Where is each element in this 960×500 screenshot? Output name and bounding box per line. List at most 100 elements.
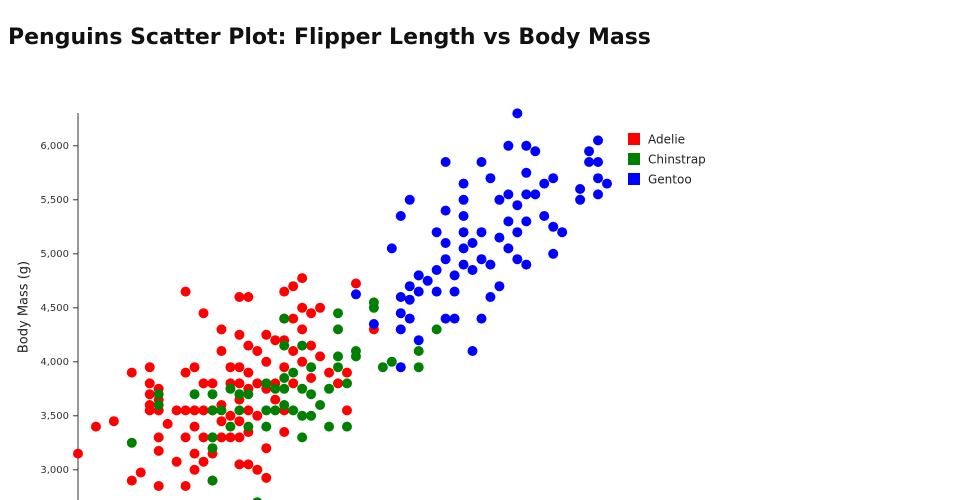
data-point [593, 135, 604, 146]
y-tick-label: 5,000 [40, 249, 69, 260]
legend-label: Chinstrap [648, 153, 706, 167]
data-point [413, 286, 424, 297]
data-point [216, 324, 227, 335]
data-point [449, 270, 460, 281]
data-point [297, 324, 308, 335]
data-point [126, 367, 137, 378]
data-point [333, 378, 344, 389]
data-point [180, 367, 191, 378]
data-point [288, 367, 299, 378]
data-point [180, 405, 191, 416]
data-point [440, 254, 451, 265]
data-point [404, 313, 415, 324]
data-point [395, 308, 406, 319]
data-point [386, 356, 397, 367]
data-point [279, 313, 290, 324]
data-point [243, 389, 254, 400]
data-point [557, 227, 568, 238]
data-point [252, 346, 263, 356]
data-point [539, 211, 550, 221]
data-point [413, 346, 424, 356]
data-point [458, 178, 469, 189]
legend-label: Adelie [648, 133, 685, 147]
data-point [243, 405, 254, 416]
data-point [368, 319, 379, 329]
data-point [395, 211, 406, 221]
data-point [521, 259, 532, 270]
data-point [350, 289, 361, 300]
data-point [512, 254, 523, 265]
data-point [341, 378, 352, 389]
data-point [216, 346, 227, 356]
data-point [584, 157, 595, 167]
data-point [413, 270, 424, 281]
data-point [494, 194, 505, 205]
chart-title: Penguins Scatter Plot: Flipper Length vs… [8, 25, 651, 50]
data-point [225, 410, 236, 421]
data-point [341, 421, 352, 432]
data-point [431, 286, 442, 297]
y-tick-label: 6,000 [40, 141, 69, 152]
data-point [73, 448, 83, 459]
data-point [315, 302, 326, 313]
data-point [350, 351, 361, 362]
data-point [368, 302, 379, 313]
data-point [440, 205, 451, 216]
data-point [476, 313, 487, 324]
data-point [521, 216, 532, 227]
data-point [261, 472, 272, 483]
data-point [395, 362, 406, 373]
data-point [198, 308, 209, 319]
data-point [126, 475, 137, 486]
data-point [144, 378, 155, 389]
data-point [243, 421, 254, 432]
data-point [306, 362, 317, 373]
data-point [467, 265, 478, 275]
y-tick-label: 3,500 [40, 411, 69, 422]
y-tick-label: 4,000 [40, 357, 69, 368]
data-point [261, 378, 272, 389]
legend-swatch [628, 153, 640, 165]
data-point [306, 389, 317, 400]
data-point [395, 292, 406, 302]
data-point [333, 324, 344, 335]
data-point [261, 405, 272, 416]
data-point [198, 456, 209, 467]
data-point [584, 146, 595, 157]
data-point [243, 292, 254, 302]
data-point [440, 157, 451, 167]
data-point [261, 421, 272, 432]
data-point [333, 351, 344, 362]
data-point [315, 400, 326, 410]
data-point [593, 173, 604, 184]
data-point [386, 243, 397, 254]
data-point [341, 367, 352, 378]
data-point [234, 405, 245, 416]
data-point [279, 373, 290, 383]
data-point [512, 108, 523, 119]
data-point [225, 362, 236, 373]
data-point [324, 421, 335, 432]
data-point [503, 140, 514, 151]
data-point [189, 389, 200, 400]
data-point [440, 238, 451, 248]
data-point [485, 259, 496, 270]
data-point [243, 367, 254, 378]
legend-label: Gentoo [648, 173, 692, 187]
data-point [288, 405, 299, 416]
data-point [324, 367, 335, 378]
data-point [297, 432, 308, 443]
data-point [180, 481, 191, 491]
data-point [521, 140, 532, 151]
data-point [467, 238, 478, 248]
data-point [404, 281, 415, 292]
data-point [207, 475, 218, 486]
data-point [243, 340, 254, 351]
data-point [279, 362, 290, 373]
data-point [458, 259, 469, 270]
data-point [530, 189, 541, 200]
data-point [234, 432, 245, 443]
data-point [458, 211, 469, 221]
